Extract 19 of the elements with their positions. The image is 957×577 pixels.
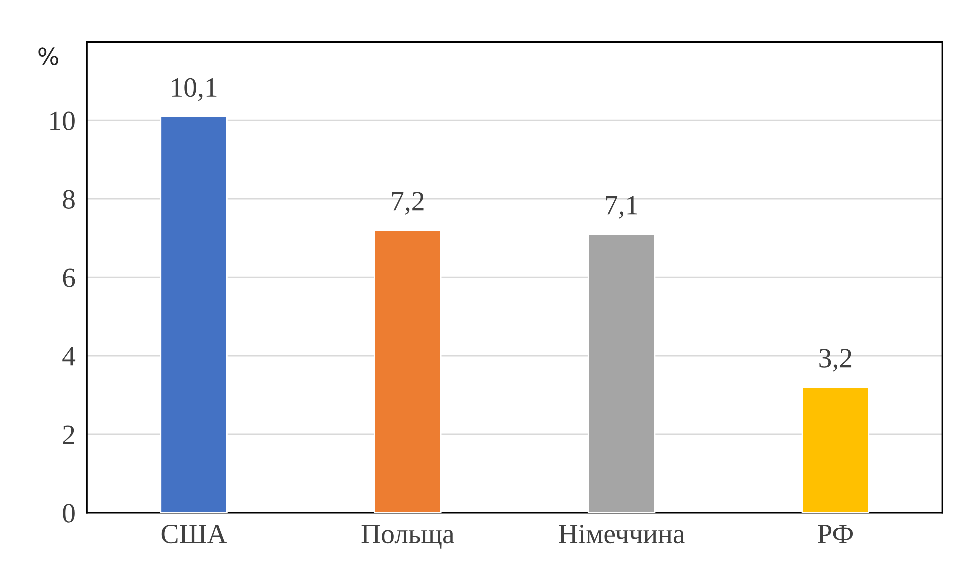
- x-tick-label: Німеччина: [559, 524, 685, 544]
- bar: [160, 116, 228, 513]
- y-tick-label: 4: [62, 347, 76, 366]
- data-label: 7,1: [606, 196, 638, 219]
- data-label: 10,1: [172, 78, 217, 102]
- data-label: 3,2: [820, 349, 852, 372]
- data-label: 7,2: [392, 192, 424, 215]
- y-tick-label: 6: [63, 268, 76, 288]
- bar: [802, 386, 870, 513]
- y-tick-label: 0: [63, 504, 75, 523]
- x-tick-label: США: [162, 524, 228, 544]
- y-axis-title: %: [38, 48, 58, 66]
- y-tick-label: 8: [63, 190, 75, 209]
- bar: [374, 230, 442, 513]
- bar: [588, 234, 656, 513]
- y-tick-label: 10: [50, 112, 75, 131]
- y-tick-label: 2: [63, 426, 74, 444]
- x-tick-label: РФ: [818, 525, 854, 544]
- x-tick-label: Польща: [362, 525, 454, 550]
